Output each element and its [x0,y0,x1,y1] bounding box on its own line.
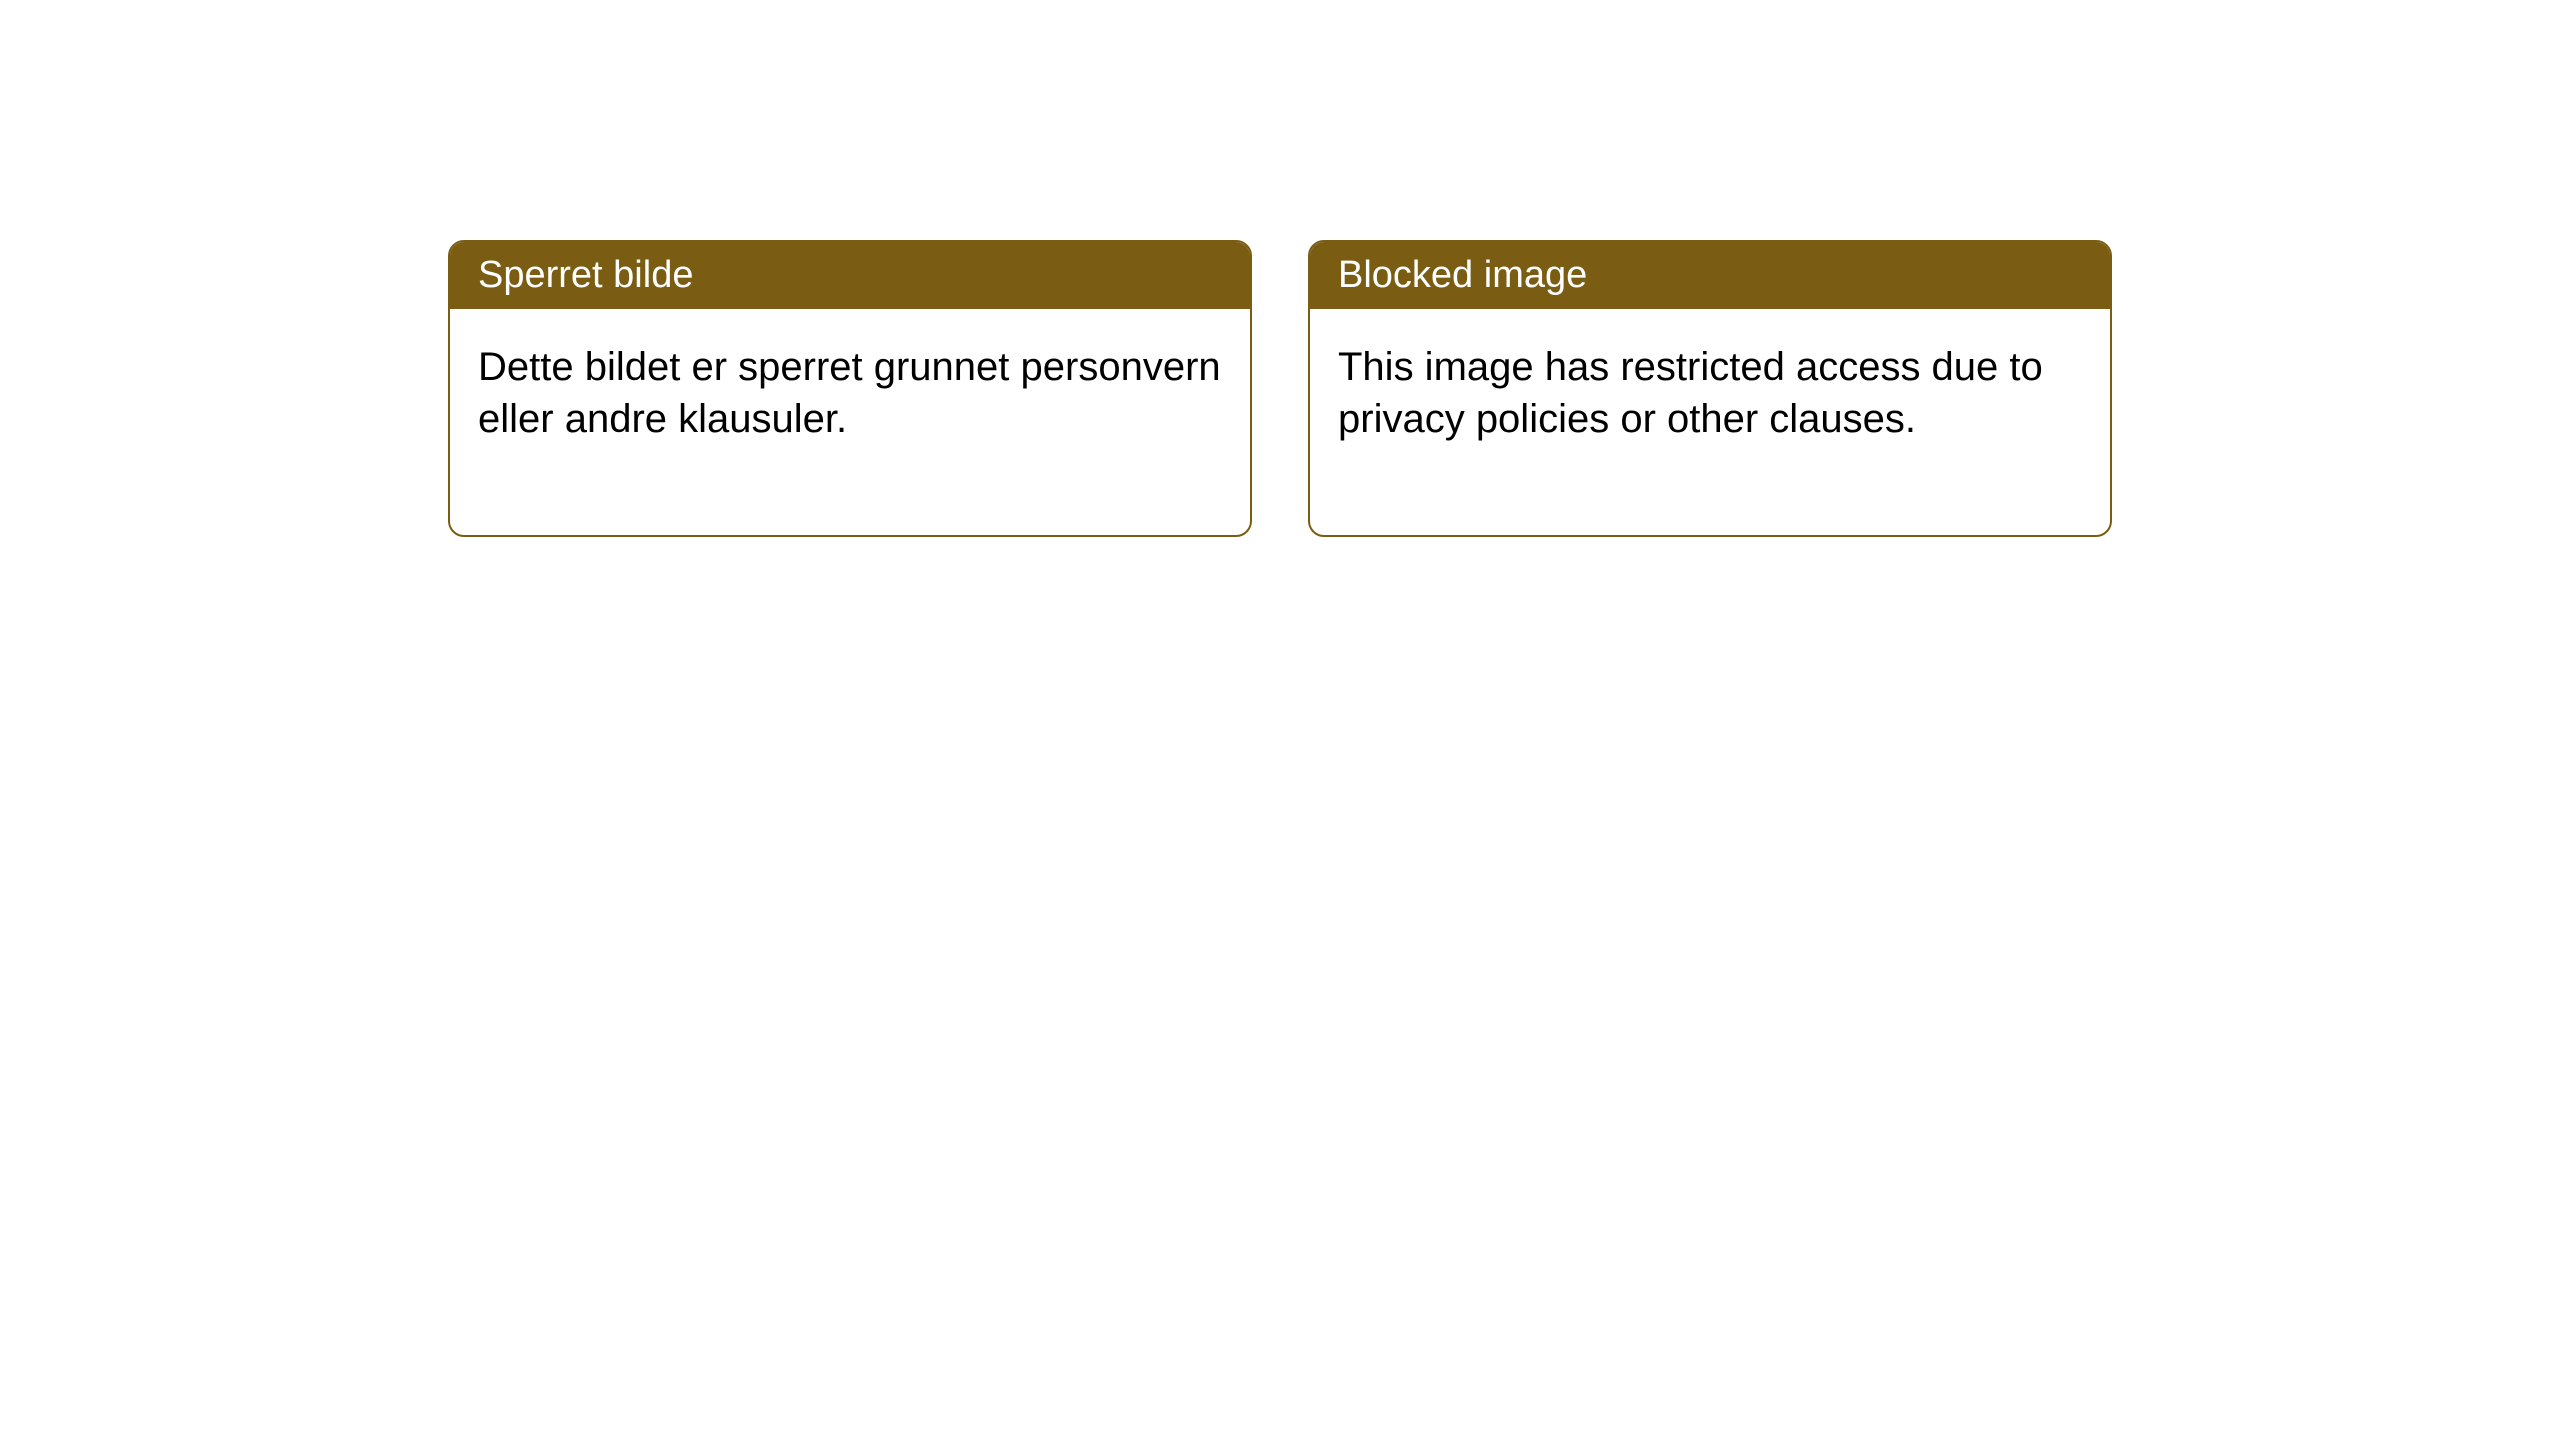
card-body-text-en: This image has restricted access due to … [1338,345,2043,441]
card-title-en: Blocked image [1338,254,1587,296]
card-body-no: Dette bildet er sperret grunnet personve… [450,309,1250,535]
blocked-image-card-en: Blocked image This image has restricted … [1308,240,2112,537]
card-body-en: This image has restricted access due to … [1310,309,2110,535]
card-body-text-no: Dette bildet er sperret grunnet personve… [478,345,1221,441]
card-header-en: Blocked image [1310,242,2110,309]
card-title-no: Sperret bilde [478,254,693,296]
blocked-image-card-no: Sperret bilde Dette bildet er sperret gr… [448,240,1252,537]
card-header-no: Sperret bilde [450,242,1250,309]
cards-container: Sperret bilde Dette bildet er sperret gr… [0,0,2560,537]
